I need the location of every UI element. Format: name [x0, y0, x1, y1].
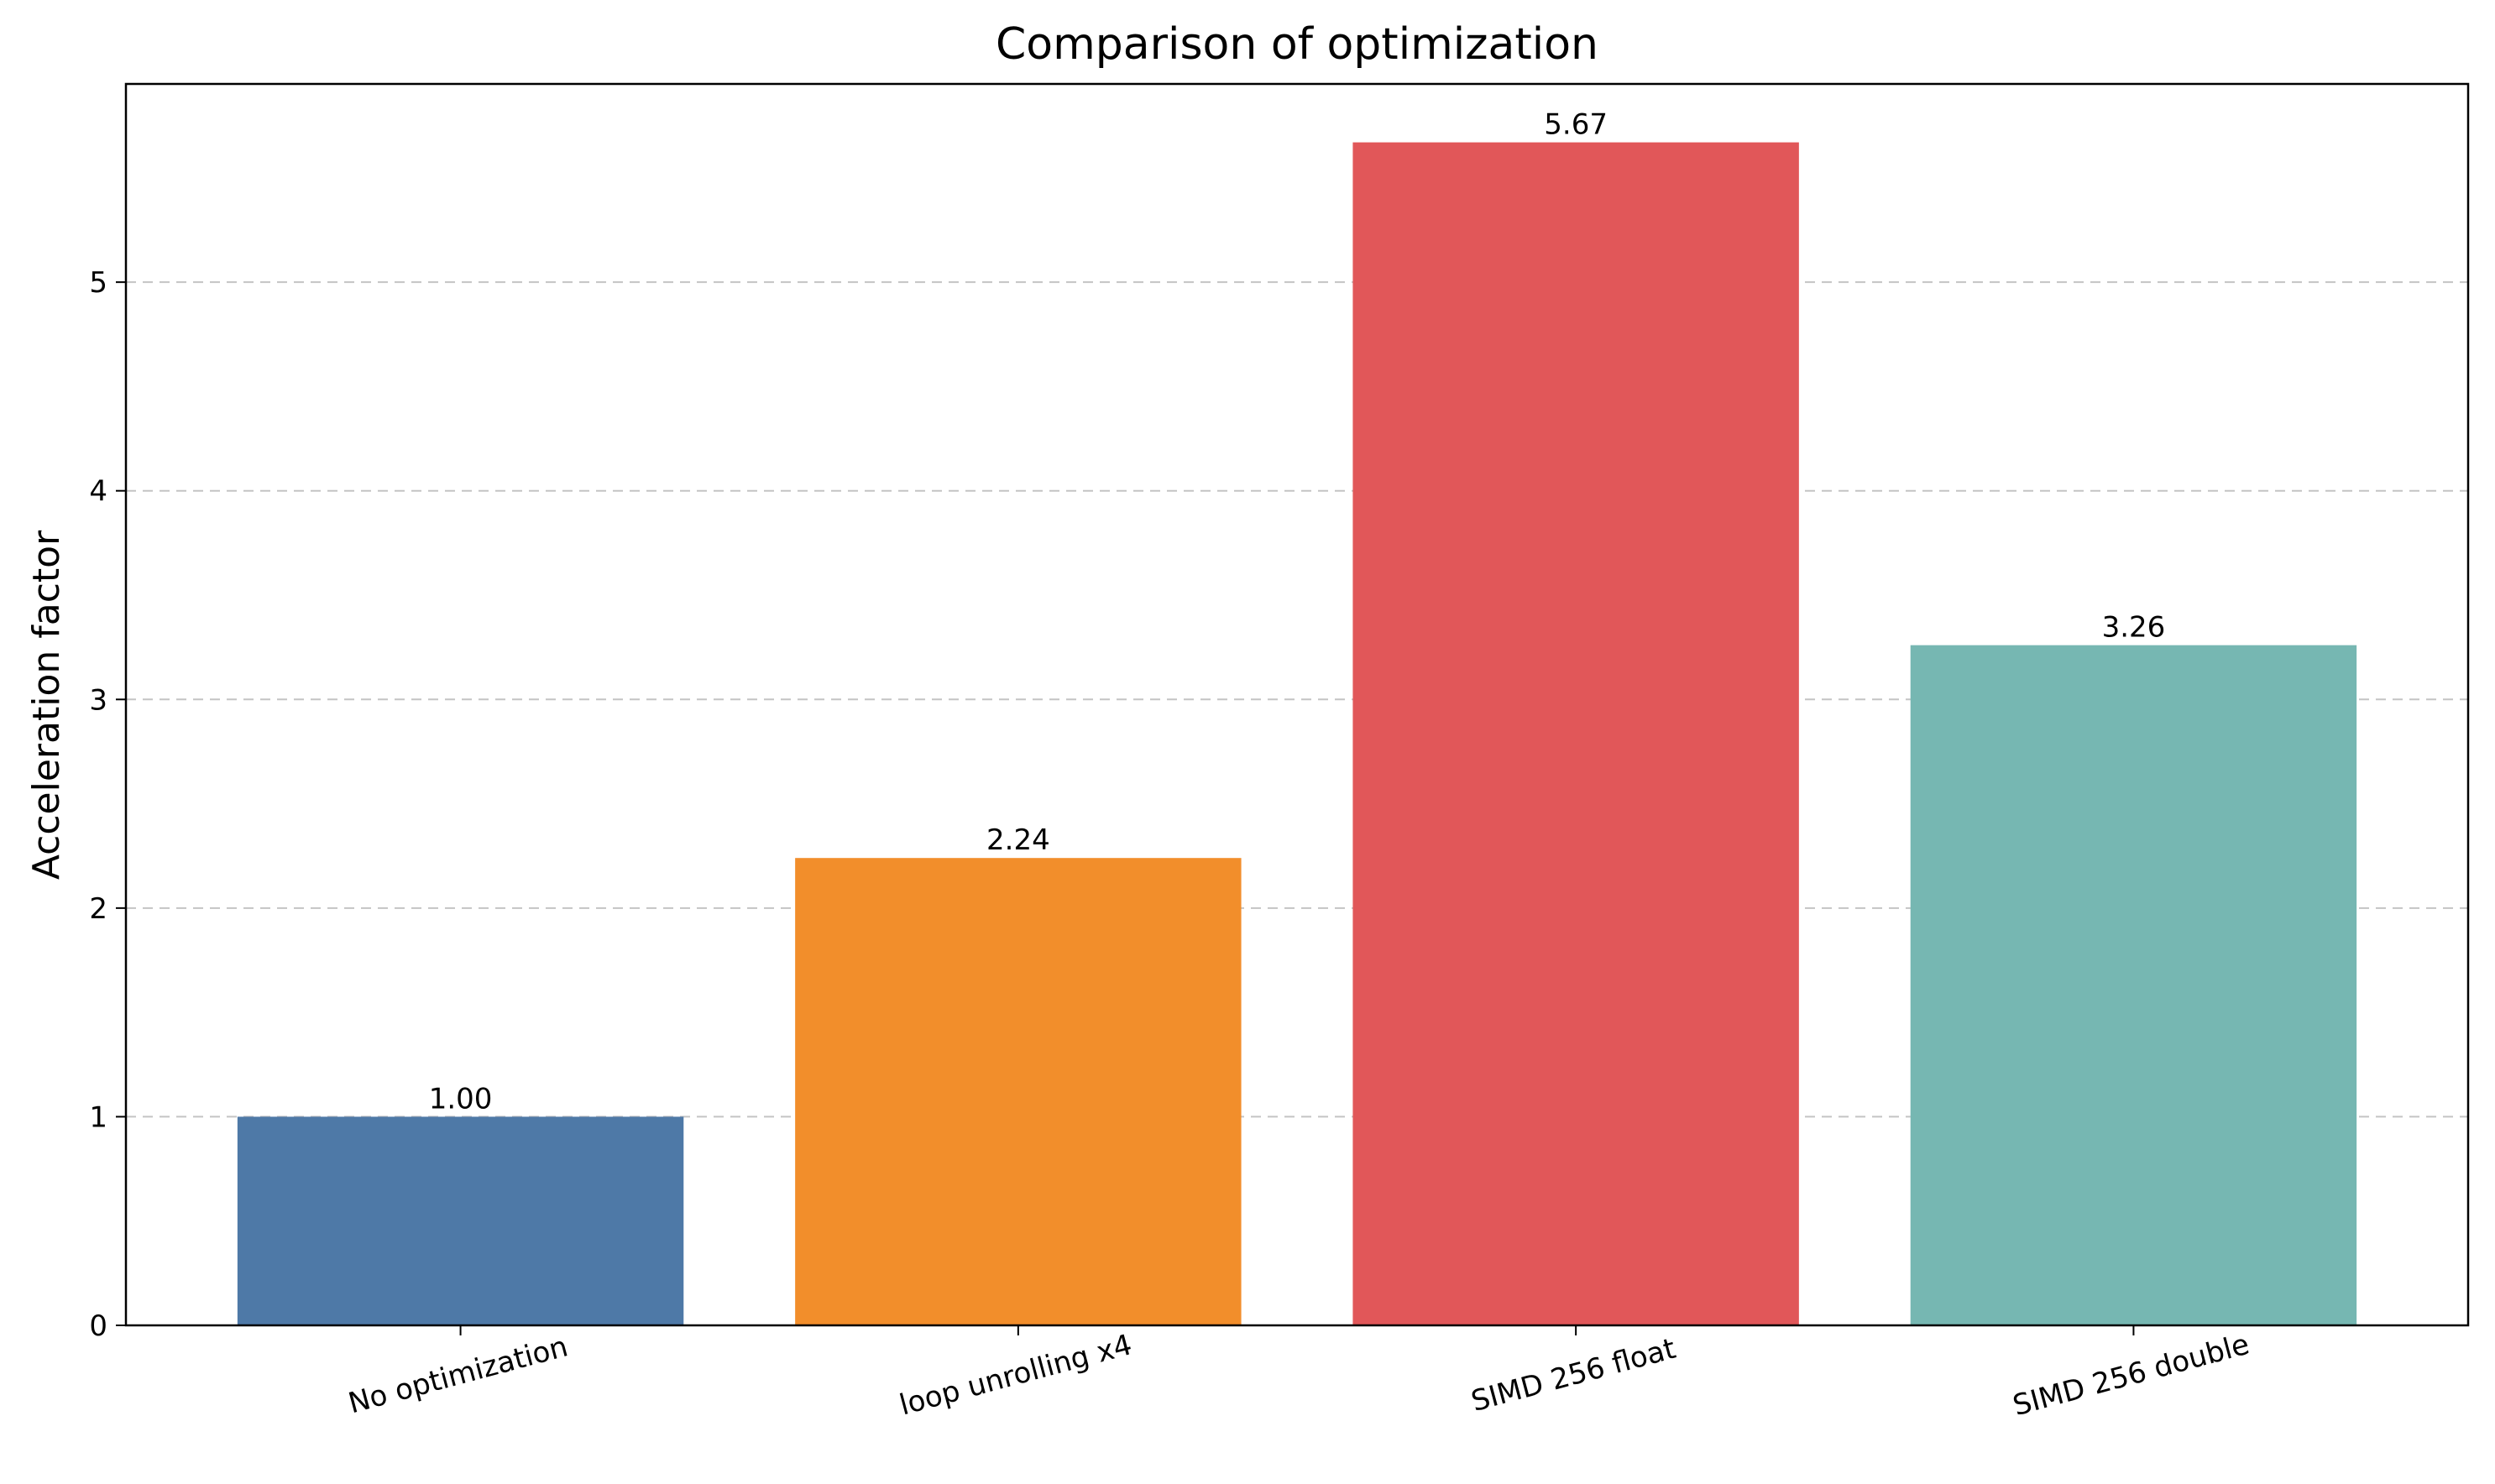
bar-2 — [795, 858, 1242, 1325]
plot-frame — [124, 82, 2470, 1327]
chart-title: Comparison of optimization — [996, 19, 1598, 70]
bar-1 — [237, 1116, 684, 1325]
y-tick-label: 2 — [89, 892, 107, 926]
x-tick-label: SIMD 256 double — [2010, 1328, 2253, 1424]
y-axis-ticks: 0 1 2 3 4 5 — [89, 266, 126, 1343]
x-tick-label: loop unrolling x4 — [896, 1328, 1135, 1422]
bar-value-label: 5.67 — [1544, 108, 1608, 142]
y-tick-label: 4 — [89, 475, 107, 509]
x-tick-label: No optimization — [345, 1330, 572, 1420]
x-axis-ticks: No optimization loop unrolling x4 SIMD 256… — [345, 1325, 2253, 1423]
y-axis-label: Acceleration factor — [25, 530, 68, 880]
bar-value-label: 1.00 — [429, 1082, 493, 1116]
x-tick-label: SIMD 256 float — [1467, 1332, 1679, 1419]
bar-value-labels: 1.00 2.24 5.67 3.26 — [429, 108, 2166, 1116]
y-tick-label: 5 — [89, 266, 107, 300]
y-tick-label: 3 — [89, 683, 107, 717]
bar-3 — [1352, 142, 1799, 1326]
y-tick-label: 1 — [89, 1100, 107, 1134]
bars — [237, 142, 2357, 1326]
bar-value-label: 3.26 — [2102, 611, 2166, 645]
bar-value-label: 2.24 — [986, 823, 1050, 857]
bar-4 — [1910, 645, 2357, 1325]
y-tick-label: 0 — [89, 1309, 107, 1343]
